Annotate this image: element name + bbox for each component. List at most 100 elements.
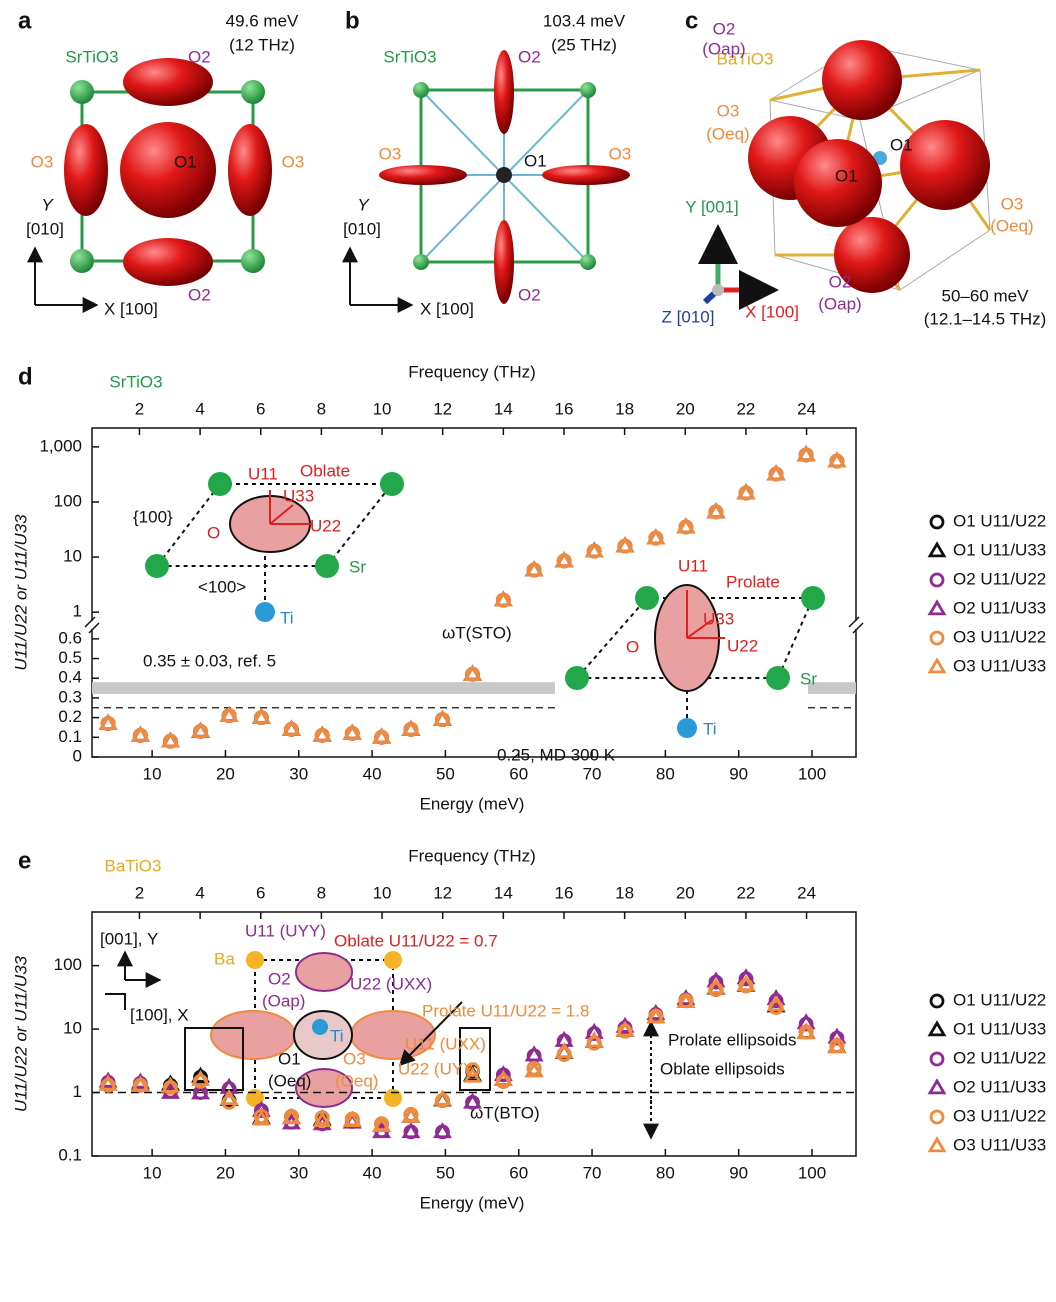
legend-label: O2 U11/U22	[953, 1048, 1046, 1067]
legend-label: O3 U11/U22	[953, 627, 1046, 646]
data-point	[433, 709, 452, 726]
data-point	[766, 995, 786, 1012]
y-tick-label: 0	[73, 746, 82, 765]
data-point	[796, 1023, 816, 1040]
label: 50–60 meV	[942, 286, 1030, 305]
label: Oblate U11/U22 = 0.7	[334, 931, 498, 950]
legend-label: O3 U11/U33	[953, 1135, 1046, 1154]
x2-tick-label: 4	[195, 883, 204, 902]
legend-label: O2 U11/U33	[953, 598, 1046, 617]
data-point	[554, 1041, 574, 1059]
x2-tick-label: 8	[317, 883, 326, 902]
label: <100>	[198, 577, 246, 596]
x-tick-label: 10	[143, 1163, 162, 1182]
label: Z [010]	[662, 307, 715, 326]
data-point	[465, 1062, 480, 1077]
legend-marker	[929, 514, 945, 530]
data-point	[463, 664, 482, 681]
panel-a-atoms	[27, 58, 272, 305]
label: O3	[31, 152, 54, 171]
label: ωT(STO)	[442, 623, 512, 642]
x-tick-label: 90	[729, 764, 748, 783]
axis-title: Energy (meV)	[420, 1193, 525, 1212]
y-tick-label: 1	[73, 1082, 82, 1101]
data-point	[401, 719, 421, 736]
axis-break-mark	[848, 616, 864, 634]
panel-label: a	[18, 7, 32, 34]
x-tick-label: 10	[143, 764, 162, 783]
label: Y [001]	[685, 197, 739, 216]
x2-tick-label: 10	[373, 883, 392, 902]
x-tick-label: 70	[583, 1163, 602, 1182]
label: (Oap)	[262, 991, 305, 1010]
data-point	[796, 445, 816, 462]
y-tick-label: 100	[54, 955, 82, 974]
label: U22 (UYY)	[398, 1059, 480, 1078]
label: 103.4 meV	[543, 11, 626, 30]
legend-label: O1 U11/U22	[953, 511, 1046, 530]
x2-tick-label: 18	[615, 883, 634, 902]
data-point	[251, 707, 271, 724]
data-point	[766, 464, 786, 481]
axis-break	[88, 621, 96, 629]
x2-tick-label: 6	[256, 399, 265, 418]
data-point	[584, 1031, 604, 1048]
label: (12 THz)	[229, 35, 295, 54]
label: Sr	[800, 669, 817, 688]
reference-band	[808, 682, 856, 694]
label: O	[207, 523, 220, 542]
legend-marker	[929, 572, 945, 588]
x2-tick-label: 16	[555, 883, 574, 902]
x2-tick-label: 2	[135, 883, 144, 902]
legend-marker	[929, 1109, 945, 1125]
label: X [100]	[420, 299, 474, 318]
data-point	[219, 705, 239, 722]
axis-title: Energy (meV)	[420, 794, 525, 813]
label: X [100]	[104, 299, 158, 318]
label: Sr	[349, 557, 366, 576]
label: Prolate	[726, 572, 780, 591]
label: U22 (UXX)	[350, 974, 432, 993]
data-point	[191, 1069, 210, 1086]
label: O2	[188, 47, 211, 66]
axis-break	[852, 621, 860, 629]
label: BaTiO3	[716, 49, 773, 68]
y-tick-label: 0.1	[58, 1145, 82, 1164]
data-point	[342, 723, 362, 740]
data-point	[372, 727, 392, 744]
plot-frame	[91, 427, 857, 758]
x-tick-label: 60	[509, 1163, 528, 1182]
data-point	[281, 1108, 301, 1125]
x-tick-label: 20	[216, 764, 235, 783]
label: (Oeq)	[335, 1071, 378, 1090]
data-point	[463, 1092, 482, 1109]
label: O2	[188, 285, 211, 304]
label: U11	[248, 464, 278, 483]
label: O1	[835, 166, 858, 185]
y-tick-label: 0.6	[58, 628, 82, 647]
panel-b-structure	[342, 50, 630, 313]
data-point	[706, 971, 726, 988]
data-point	[524, 560, 544, 577]
x-tick-label: 80	[656, 1163, 675, 1182]
label: (Oap)	[702, 39, 745, 58]
label: BaTiO3	[104, 856, 161, 875]
x-tick-label: 100	[798, 764, 826, 783]
data-point	[433, 1089, 452, 1106]
y-tick-label: 10	[63, 1019, 82, 1038]
label: O3	[1001, 194, 1024, 213]
plot-frame	[91, 911, 857, 1157]
data-point	[401, 1106, 421, 1123]
data-point	[646, 1007, 666, 1024]
data-point	[736, 483, 756, 500]
axis-title: U11/U22 or U11/U33	[11, 514, 30, 671]
label: U33	[703, 609, 734, 628]
x2-tick-label: 20	[676, 883, 695, 902]
legend-marker	[929, 630, 945, 646]
label: O1	[174, 152, 197, 171]
axis-title: U11/U22 or U11/U33	[11, 955, 30, 1112]
label: O1	[890, 135, 913, 154]
label: (Oeq)	[706, 124, 749, 143]
axis-title: Frequency (THz)	[408, 362, 536, 381]
